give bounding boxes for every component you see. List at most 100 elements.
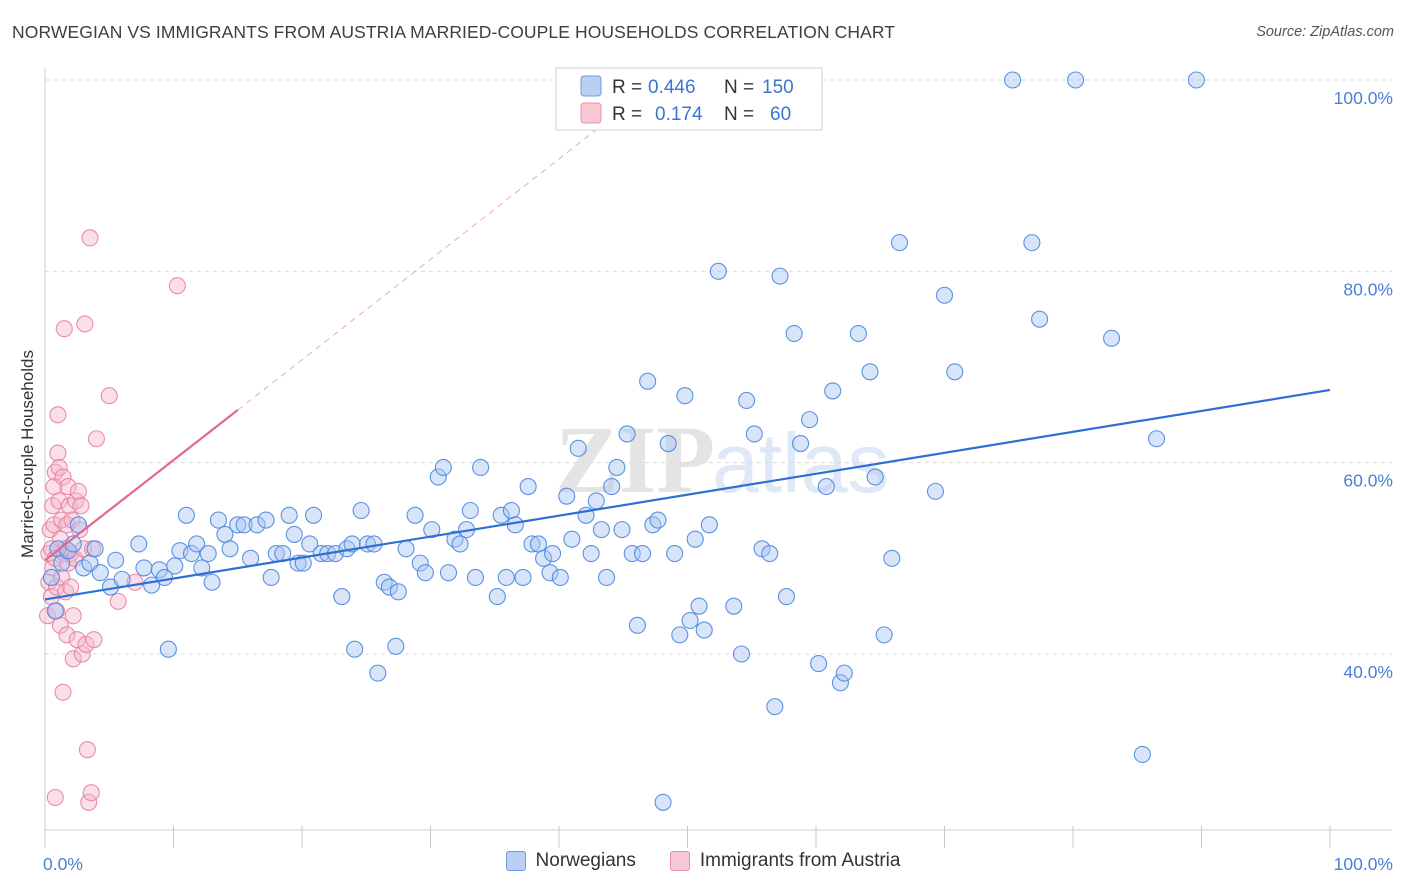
x-tick-label-max: 100.0% (1334, 854, 1393, 874)
norwegian-point (849, 324, 867, 343)
austria-point (87, 430, 105, 448)
norwegian-point (587, 492, 605, 510)
austria-trend-line (44, 409, 239, 562)
norwegian-point (193, 559, 211, 577)
norwegian-point (221, 540, 239, 558)
norwegian-point (248, 516, 266, 534)
norwegian-point (613, 521, 631, 539)
norwegians-trend-line (44, 388, 1331, 601)
austria-point (48, 578, 66, 596)
norwegian-point (1103, 329, 1121, 347)
austria-point (49, 444, 67, 462)
norwegian-point (761, 544, 779, 563)
norwegian-point (644, 516, 662, 534)
norwegian-point (597, 568, 616, 587)
norwegian-point (397, 540, 415, 558)
norwegian-point (671, 626, 689, 644)
norwegian-point (472, 458, 490, 477)
bottom-legend-item-norwegians: Norwegians (505, 850, 636, 872)
norwegian-point (492, 506, 510, 524)
norwegian-point (745, 425, 763, 443)
y-tick-label: 80.0% (1343, 279, 1393, 299)
austria-point (54, 683, 72, 701)
norwegian-point (406, 506, 424, 524)
norwegian-point (709, 262, 727, 280)
austria-point (67, 492, 85, 510)
norwegian-point (446, 530, 464, 548)
legend-r-label-2: R = (612, 104, 642, 125)
norwegian-point (389, 583, 407, 601)
norwegian-point (177, 506, 195, 524)
bottom-legend-label-norwegians: Norwegians (535, 850, 636, 871)
norwegian-point (280, 506, 298, 524)
norwegian-point (695, 621, 713, 639)
norwegian-point (603, 478, 621, 496)
norwegian-point (352, 501, 370, 520)
norwegian-point (86, 540, 104, 558)
bottom-legend: Norwegians Immigrants from Austria (0, 850, 1406, 872)
norwegian-point (676, 387, 694, 405)
norwegian-point (203, 573, 221, 591)
norwegian-point (551, 568, 569, 587)
y-tick-label: 60.0% (1343, 471, 1393, 491)
norwegian-point (623, 544, 641, 563)
legend-n-label-1: N = (724, 77, 754, 98)
norwegian-point (423, 521, 441, 539)
norwegian-point (558, 487, 576, 505)
y-tick-label: 40.0% (1343, 662, 1393, 682)
norwegian-point (946, 363, 964, 381)
norwegian-point (766, 698, 784, 716)
norwegian-point (166, 557, 184, 575)
norwegian-point (91, 564, 109, 582)
legend-r-label-1: R = (612, 77, 642, 98)
norwegian-point (654, 793, 672, 811)
norwegian-point (434, 458, 452, 477)
chart-title: NORWEGIAN VS IMMIGRANTS FROM AUSTRIA MAR… (12, 22, 896, 42)
norwegian-point (439, 564, 458, 582)
norwegian-point (369, 664, 387, 682)
austria-point (168, 277, 186, 295)
norwegian-point (681, 611, 699, 630)
norwegian-point (831, 674, 849, 692)
norwegian-point (199, 544, 217, 563)
legend-n-label-2: N = (724, 104, 754, 125)
norwegian-point (380, 578, 398, 596)
watermark-zip: ZIP (555, 406, 715, 513)
austria-point (76, 315, 94, 333)
y-axis-label: Married-couple Households (18, 350, 37, 558)
austria-point (73, 645, 91, 663)
norwegian-point (777, 588, 795, 606)
norwegian-point (416, 564, 434, 582)
source-label: Source: ZipAtlas.com (1256, 24, 1394, 40)
norwegian-point (466, 568, 485, 587)
bottom-legend-item-austria: Immigrants from Austria (669, 850, 901, 872)
legend-n-value-2: 60 (770, 104, 791, 125)
norwegian-point (130, 535, 148, 553)
norwegian-point (725, 597, 743, 615)
norwegian-point (535, 549, 553, 567)
legend-r-value-1: 0.446 (648, 77, 696, 98)
norwegian-point (732, 645, 751, 663)
bottom-legend-swatch-blue (505, 851, 526, 871)
norwegian-point (333, 588, 351, 606)
norwegian-point (514, 568, 532, 587)
norwegian-point (866, 468, 884, 486)
norwegian-point (608, 458, 626, 477)
legend-swatch-blue (580, 75, 602, 97)
austria-point (64, 607, 82, 625)
norwegian-point (262, 568, 280, 587)
norwegian-point (926, 482, 945, 500)
bottom-legend-label-austria: Immigrants from Austria (699, 850, 901, 871)
austria-point (53, 511, 71, 529)
norwegian-point (649, 511, 667, 529)
austria-point (85, 631, 103, 649)
norwegian-point (107, 551, 125, 569)
norwegian-point (519, 478, 537, 496)
norwegian-point (451, 535, 469, 553)
austria-point (54, 468, 72, 486)
austria-point (69, 482, 87, 500)
correlation-legend: R = 0.446 N = 150 R = 0.174 N = 60 (555, 67, 823, 131)
norwegian-point (305, 506, 323, 524)
austria-point (100, 387, 118, 405)
norwegian-point (792, 434, 810, 453)
